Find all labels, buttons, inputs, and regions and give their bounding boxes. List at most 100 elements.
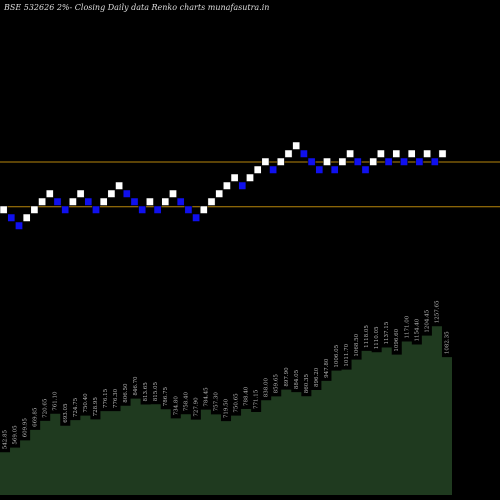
brick [199,205,208,214]
price-label: 884.05 [294,369,300,389]
price-label: 669.85 [33,407,39,427]
brick [76,189,85,198]
brick [284,149,293,158]
price-label: 1204.45 [424,309,430,332]
brick [361,165,370,174]
brick [99,197,108,206]
price-area [0,326,452,495]
brick [61,205,70,214]
price-label: 786.75 [163,386,169,406]
brick [392,149,401,158]
price-label: 897.90 [284,367,290,387]
price-label: 758.40 [183,391,189,411]
price-label: 860.35 [304,374,310,394]
brick [176,197,185,206]
brick [377,149,385,158]
price-label: 1068.50 [354,333,360,356]
price-label: 727.90 [193,397,199,417]
brick [30,205,39,214]
price-label: 542.85 [3,429,9,449]
brick [122,189,131,198]
price-label: 1137.15 [384,321,390,344]
brick [215,189,224,198]
brick [207,197,216,206]
price-label: 1006.05 [334,344,340,367]
brick [253,165,262,174]
price-label: 776.15 [103,388,109,408]
brick [407,149,416,158]
price-label: 788.40 [244,386,250,406]
brick [246,173,254,182]
brick [415,157,424,166]
chart-title: BSE 532626 2%- Closing Daily data Renko … [3,3,269,12]
brick [84,197,93,206]
price-label: 815.05 [153,382,159,402]
price-label: 609.95 [23,418,29,438]
brick [146,197,154,206]
price-label: 896.20 [314,367,320,387]
brick [338,157,347,166]
brick [15,221,23,230]
brick [276,157,285,166]
price-label: 838.00 [264,377,270,397]
brick [184,205,193,214]
brick [323,157,331,166]
price-label: 1118.05 [364,325,370,348]
brick [300,149,308,158]
brick [269,165,277,174]
price-label: 947.80 [324,358,330,378]
price-label: 757.30 [213,392,219,412]
brick [430,157,439,166]
brick [38,197,46,206]
brick [45,189,54,198]
brick [7,213,16,222]
price-label: 1082.35 [444,331,450,354]
price-label: 750.65 [234,393,240,413]
brick [115,181,123,190]
brick [69,197,77,206]
brick [400,157,408,166]
brick [223,181,231,190]
brick [130,197,139,206]
price-label: 719.50 [224,398,230,418]
price-label: 776.30 [113,388,119,408]
brick [315,165,324,174]
brick [384,157,393,166]
brick [230,173,239,182]
brick [292,141,301,150]
brick [161,197,170,206]
price-label: 1257.65 [434,300,440,323]
price-label: 693.05 [63,403,69,423]
brick [261,157,270,166]
price-label: 720.65 [43,398,49,418]
price-label: 813.65 [143,382,149,402]
brick [330,165,339,174]
price-label: 1110.05 [374,326,380,349]
price-label: 784.45 [203,387,209,407]
price-label: 728.95 [93,397,99,417]
brick [353,157,362,166]
price-label: 771.15 [254,389,260,409]
brick [138,205,147,214]
brick [169,189,177,198]
brick [107,189,116,198]
price-label: 761.10 [53,391,59,411]
brick [192,213,200,222]
price-label: 1011.70 [344,343,350,366]
price-label: 846.70 [133,376,139,396]
price-label: 724.75 [73,397,79,417]
brick [53,197,62,206]
brick [0,205,8,214]
brick [22,213,31,222]
price-label: 569.05 [13,425,19,445]
brick [153,205,162,214]
brick [92,205,100,214]
price-label: 750.40 [83,393,89,413]
price-label: 1171.00 [404,315,410,338]
brick [423,149,431,158]
price-label: 859.65 [274,374,280,394]
brick [238,181,247,190]
price-label: 1154.40 [414,318,420,341]
brick [346,149,354,158]
